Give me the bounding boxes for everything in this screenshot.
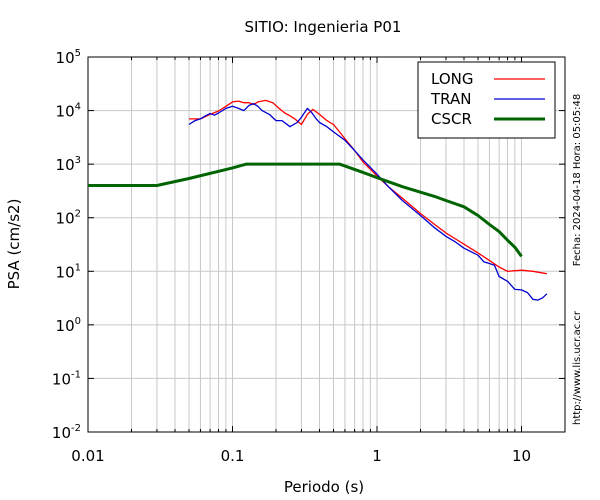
y-axis-label: PSA (cm/s2) [5,199,23,290]
series-line-cscr [88,162,523,258]
x-tick-label: 1 [372,447,382,465]
y-tick-label: 101 [56,262,81,281]
y-tick-label: 10-1 [52,369,81,388]
x-tick-label: 0.1 [221,447,245,465]
axis-ticks [87,56,566,433]
y-tick-label: 104 [56,102,81,121]
x-tick-label: 0.01 [71,447,104,465]
legend-label-cscr: CSCR [431,110,472,128]
x-tick-labels: 0.01 0.1 1 10 [71,447,531,465]
y-tick-label: 10-2 [52,423,81,442]
chart-title: SITIO: Ingenieria P01 [245,18,402,36]
source-url-note: http://www.lis.ucr.ac.cr [572,310,583,425]
x-tick-label: 10 [512,447,531,465]
legend: LONG TRAN CSCR [417,61,556,139]
y-tick-label: 100 [56,316,81,335]
series-line-tran [188,102,548,301]
series-lines [88,99,548,301]
legend-label-long: LONG [431,70,473,88]
legend-box [417,61,556,139]
y-tick-label: 105 [56,48,81,67]
plot-area-frame [87,56,566,433]
y-tick-labels: 10-2 10-1 100 101 102 103 104 105 [52,48,81,442]
x-axis-label: Periodo (s) [284,478,364,496]
legend-label-tran: TRAN [430,90,471,108]
y-tick-label: 103 [56,155,81,174]
y-tick-label: 102 [56,209,81,228]
timestamp-note: Fecha: 2024-04-18 Hora: 05:05:48 [572,94,583,267]
series-line-long [189,99,548,275]
